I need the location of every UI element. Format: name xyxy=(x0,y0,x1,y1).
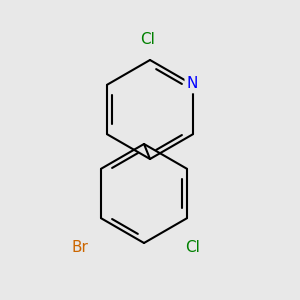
Text: Br: Br xyxy=(72,240,89,255)
Text: Cl: Cl xyxy=(185,240,200,255)
Text: N: N xyxy=(186,76,198,92)
Text: Cl: Cl xyxy=(140,32,155,46)
